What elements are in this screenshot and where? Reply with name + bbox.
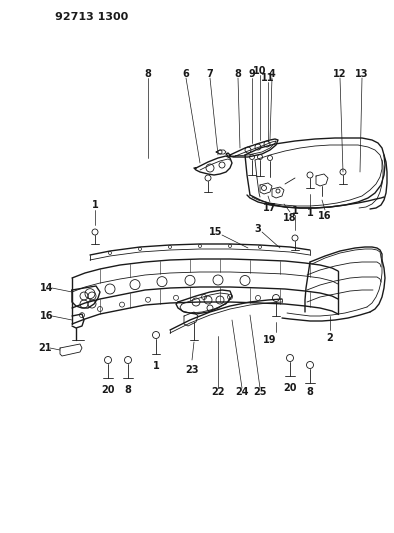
Text: 12: 12 [333, 69, 347, 79]
Text: 8: 8 [307, 387, 314, 397]
Text: 13: 13 [355, 69, 369, 79]
Text: 23: 23 [185, 365, 199, 375]
Text: 1: 1 [152, 361, 160, 371]
Text: 11: 11 [261, 73, 275, 83]
Text: 21: 21 [38, 343, 52, 353]
Text: 24: 24 [235, 387, 249, 397]
Text: 8: 8 [234, 69, 242, 79]
Text: 16: 16 [40, 311, 54, 321]
Text: 1: 1 [307, 208, 313, 218]
Text: 9: 9 [249, 69, 255, 79]
Text: 4: 4 [269, 69, 275, 79]
Text: 17: 17 [263, 203, 277, 213]
Text: 7: 7 [206, 69, 214, 79]
Text: 18: 18 [283, 213, 297, 223]
Text: 2: 2 [327, 333, 333, 343]
Text: 1: 1 [92, 200, 98, 210]
Text: 8: 8 [125, 385, 132, 395]
Text: 10: 10 [253, 66, 267, 76]
Text: 22: 22 [211, 387, 225, 397]
Text: 20: 20 [101, 385, 115, 395]
Text: 92713 1300: 92713 1300 [55, 12, 128, 22]
Text: 1: 1 [292, 206, 298, 216]
Text: 14: 14 [40, 283, 54, 293]
Text: 15: 15 [209, 227, 223, 237]
Text: 8: 8 [145, 69, 151, 79]
Text: 20: 20 [283, 383, 297, 393]
Text: 3: 3 [255, 224, 261, 234]
Text: 6: 6 [183, 69, 190, 79]
Text: 25: 25 [253, 387, 267, 397]
Text: 19: 19 [263, 335, 277, 345]
Text: 16: 16 [318, 211, 332, 221]
